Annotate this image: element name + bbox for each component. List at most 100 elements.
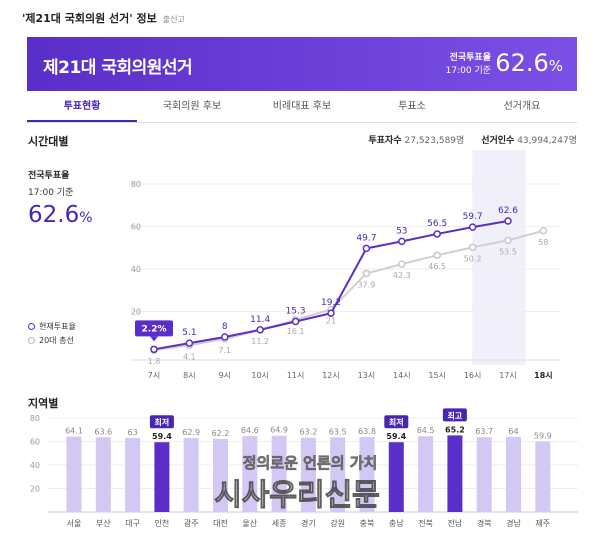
region-name-label: 대전	[213, 518, 228, 528]
prev-series-point	[398, 260, 406, 268]
prev-series-point	[468, 243, 477, 252]
region-bar	[418, 436, 434, 512]
prev-series-label: 50.2	[464, 254, 482, 263]
y-tick-label: 60	[131, 223, 141, 232]
vote-totals: 투표자수 27,523,589명 선거인수 43,994,247명	[369, 133, 578, 146]
region-value-label: 64	[508, 427, 518, 436]
legend-current-marker	[28, 323, 35, 330]
region-bar	[95, 437, 111, 512]
prev-series-point	[433, 251, 441, 259]
banner-turnout-time: 17:00 기준	[445, 66, 491, 76]
region-bar	[242, 436, 258, 512]
current-series-label: 5.1	[182, 328, 196, 338]
current-series-label: 8	[222, 322, 228, 332]
time-section-title: 시간대별	[28, 135, 69, 148]
region-badge-label: 최저	[389, 417, 404, 427]
bar-y-tick-label: 80	[30, 414, 40, 423]
region-value-label: 62.2	[212, 429, 230, 438]
region-value-label: 63.5	[329, 427, 347, 436]
region-bar	[535, 441, 551, 512]
region-bar	[300, 437, 316, 512]
prev-series-label: 37.9	[357, 280, 375, 289]
banner-turnout-label: 전국투표율 17:00 기준	[446, 52, 491, 78]
prev-series-point	[504, 236, 512, 245]
x-tick-label: 10시	[251, 371, 269, 380]
y-tick-label: 20	[131, 308, 141, 317]
current-series-label: 62.6	[498, 206, 518, 216]
tab-proportional[interactable]: 비례대표 후보	[272, 101, 332, 112]
watermark-line1: 정의로운 언론의 가치	[243, 454, 378, 472]
x-tick-label: 18시	[534, 371, 553, 380]
region-value-label: 64.1	[65, 427, 83, 436]
prev-series-label: 7.1	[218, 346, 231, 355]
region-section-title: 지역별	[28, 397, 59, 410]
region-name-label: 경남	[506, 518, 521, 528]
prev-series-label: 21	[326, 316, 336, 325]
tab-polling-places[interactable]: 투표소	[398, 101, 426, 112]
current-series-label: 2.2%	[142, 324, 167, 334]
prev-series-label: 42.3	[393, 271, 411, 280]
x-tick-label: 7시	[148, 371, 160, 380]
current-series-point	[468, 223, 477, 231]
current-series-label: 49.7	[356, 233, 376, 243]
tab-overview[interactable]: 선거개요	[503, 101, 541, 112]
region-badge	[149, 415, 174, 429]
region-bar	[359, 437, 375, 512]
chart-legend: 현재투표율 20대 총선	[28, 320, 76, 348]
prev-series-label: 4.1	[183, 352, 196, 361]
region-name-label: 강원	[330, 518, 345, 528]
x-tick-label: 14시	[393, 371, 411, 380]
current-series-point	[150, 345, 158, 354]
current-series-point	[256, 326, 264, 334]
report-link[interactable]: 출신고	[162, 15, 185, 24]
bar-y-tick-label: 60	[30, 438, 40, 447]
current-series-point	[221, 333, 229, 341]
region-name-label: 경북	[477, 518, 492, 528]
region-value-label: 64.9	[270, 426, 288, 435]
y-tick-label: 80	[131, 180, 141, 189]
tab-candidates[interactable]: 국회의원 후보	[162, 101, 222, 112]
banner-turnout-value: 62.6%	[495, 49, 563, 77]
national-turnout-unit: %	[79, 210, 93, 226]
national-turnout-label: 전국투표율	[28, 171, 70, 181]
tab-turnout[interactable]: 투표현황	[27, 96, 137, 122]
current-series-label: 59.7	[463, 212, 483, 222]
legend-prev-label: 20대 총선	[39, 336, 74, 345]
voters-label: 투표자수	[368, 136, 402, 146]
x-tick-label: 17시	[499, 371, 517, 380]
region-bar	[66, 436, 82, 512]
national-turnout-value: 62.6%	[28, 202, 93, 228]
page-title: '제21대 국회의원 선거' 정보 출신고	[22, 10, 185, 26]
current-hour-band	[472, 150, 526, 365]
region-name-label: 충남	[389, 519, 404, 528]
prev-series-line	[153, 229, 544, 352]
current-series-point	[185, 339, 194, 347]
region-bar	[447, 435, 463, 512]
region-name-label: 전남	[448, 518, 463, 528]
region-name-label: 충북	[360, 519, 375, 528]
region-badge-label: 최고	[448, 410, 463, 420]
x-tick-label: 16시	[464, 371, 482, 380]
region-bar	[330, 437, 346, 512]
x-tick-label: 12시	[322, 371, 340, 380]
region-bar	[271, 435, 287, 512]
region-badge	[384, 415, 409, 429]
region-bar	[213, 438, 228, 512]
prev-series-label: 1.8	[148, 357, 161, 366]
national-turnout-time: 17:00 기준	[28, 188, 74, 198]
region-name-label: 대구	[125, 519, 140, 528]
region-value-label: 59.4	[386, 432, 406, 441]
legend-current-label: 현재투표율	[39, 322, 76, 331]
x-tick-label: 11시	[287, 371, 305, 380]
watermark-line2: 시사우리신문	[214, 478, 380, 513]
region-value-label: 63.2	[299, 428, 317, 437]
banner-turnout-title: 전국투표율	[449, 53, 491, 63]
region-name-label: 부산	[96, 518, 111, 528]
region-value-label: 59.4	[152, 432, 172, 441]
region-value-label: 63.7	[475, 427, 493, 436]
region-value-label: 63.6	[94, 427, 112, 436]
region-name-label: 세종	[272, 519, 287, 528]
region-name-label: 제주	[535, 519, 550, 528]
region-value-label: 63	[128, 428, 138, 437]
